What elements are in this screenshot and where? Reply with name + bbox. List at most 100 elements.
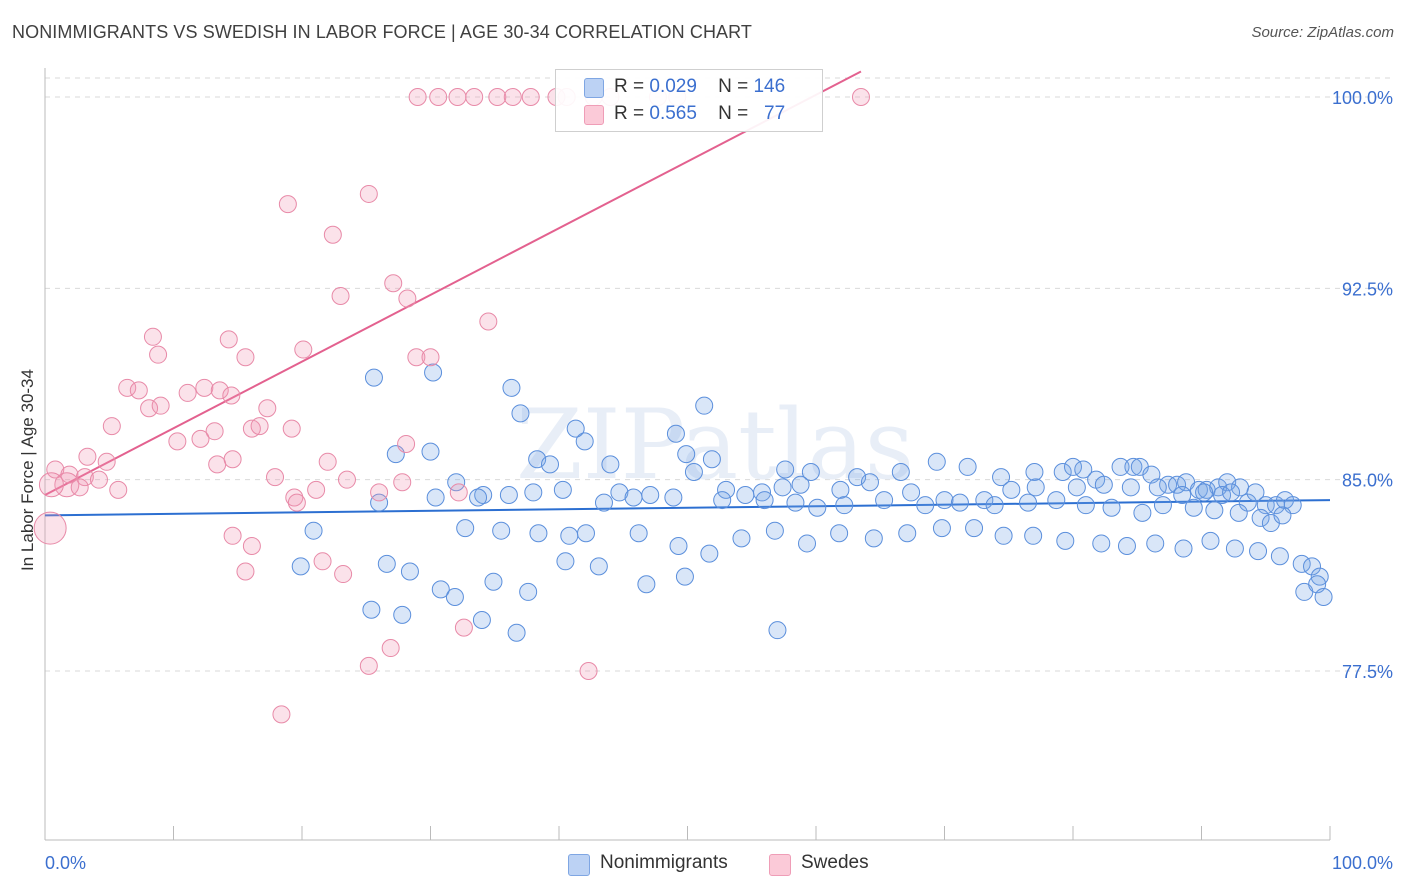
point-nonimmigrants xyxy=(511,404,530,423)
point-nonimmigrants xyxy=(736,485,755,504)
point-swedes xyxy=(38,472,64,498)
point-nonimmigrants xyxy=(994,526,1013,545)
point-nonimmigrants xyxy=(370,493,389,512)
point-swedes xyxy=(454,618,473,637)
point-nonimmigrants xyxy=(566,419,585,438)
point-nonimmigrants xyxy=(1002,480,1021,499)
chart-title: NONIMMIGRANTS VS SWEDISH IN LABOR FORCE … xyxy=(12,22,753,42)
point-nonimmigrants xyxy=(1067,478,1086,497)
point-nonimmigrants xyxy=(875,491,894,510)
point-nonimmigrants xyxy=(472,610,491,629)
point-swedes xyxy=(210,381,229,400)
axes xyxy=(44,68,1331,841)
point-swedes xyxy=(488,88,507,106)
point-nonimmigrants xyxy=(553,480,572,499)
point-nonimmigrants xyxy=(798,534,817,553)
point-nonimmigrants xyxy=(916,496,935,515)
point-nonimmigrants xyxy=(393,605,412,624)
point-nonimmigrants xyxy=(1251,508,1270,527)
point-swedes xyxy=(421,348,440,367)
point-nonimmigrants xyxy=(519,582,538,601)
point-nonimmigrants xyxy=(831,480,850,499)
point-nonimmigrants xyxy=(992,468,1011,487)
point-swedes xyxy=(294,340,313,359)
point-nonimmigrants xyxy=(304,521,323,540)
point-nonimmigrants xyxy=(1117,536,1136,555)
point-nonimmigrants xyxy=(732,529,751,548)
point-swedes xyxy=(307,480,326,499)
point-swedes xyxy=(359,656,378,675)
point-swedes xyxy=(223,450,242,469)
bottom-legend-swatch-nonimmigrants xyxy=(568,854,590,876)
point-nonimmigrants xyxy=(791,475,810,494)
point-nonimmigrants xyxy=(529,524,548,543)
point-swedes xyxy=(149,345,168,364)
point-swedes xyxy=(359,184,378,203)
point-nonimmigrants xyxy=(1314,588,1333,607)
y-tick-label: 92.5% xyxy=(1342,279,1393,299)
legend-r-label: R = xyxy=(614,103,645,124)
bottom-legend-label: Nonimmigrants xyxy=(600,852,728,873)
point-nonimmigrants xyxy=(1225,539,1244,558)
point-nonimmigrants xyxy=(492,521,511,540)
point-nonimmigrants xyxy=(927,452,946,471)
point-swedes xyxy=(285,488,304,507)
point-swedes xyxy=(258,399,277,418)
point-swedes xyxy=(398,289,417,308)
legend-swatch-swedes xyxy=(584,105,604,125)
point-nonimmigrants xyxy=(629,524,648,543)
point-swedes xyxy=(195,378,214,397)
point-nonimmigrants xyxy=(1056,531,1075,550)
point-nonimmigrants xyxy=(958,457,977,476)
point-nonimmigrants xyxy=(765,521,784,540)
point-nonimmigrants xyxy=(637,575,656,594)
point-swedes xyxy=(33,511,67,545)
point-swedes xyxy=(851,88,870,106)
point-nonimmigrants xyxy=(860,473,879,492)
point-swedes xyxy=(140,399,159,418)
point-nonimmigrants xyxy=(713,491,732,510)
point-nonimmigrants xyxy=(1148,478,1167,497)
point-swedes xyxy=(503,88,522,106)
point-swedes xyxy=(282,419,301,438)
point-nonimmigrants xyxy=(507,623,526,642)
point-nonimmigrants xyxy=(575,432,594,451)
point-nonimmigrants xyxy=(669,536,688,555)
point-swedes xyxy=(109,480,128,499)
point-nonimmigrants xyxy=(1053,463,1072,482)
point-swedes xyxy=(397,434,416,453)
point-nonimmigrants xyxy=(610,483,629,502)
point-swedes xyxy=(448,88,467,106)
point-nonimmigrants xyxy=(808,498,827,517)
point-nonimmigrants xyxy=(801,463,820,482)
point-nonimmigrants xyxy=(469,488,488,507)
legend-n-value: 146 xyxy=(753,76,786,97)
point-swedes xyxy=(143,327,162,346)
point-nonimmigrants xyxy=(1076,496,1095,515)
point-swedes xyxy=(102,417,121,436)
point-swedes xyxy=(151,396,170,415)
point-swedes xyxy=(381,639,400,658)
point-swedes xyxy=(449,483,468,502)
point-swedes xyxy=(521,88,540,106)
point-nonimmigrants xyxy=(1074,460,1093,479)
point-nonimmigrants xyxy=(560,526,579,545)
grid-lines xyxy=(45,77,1395,672)
point-nonimmigrants xyxy=(641,485,660,504)
source-label: Source: ZipAtlas.com xyxy=(1251,24,1394,41)
point-nonimmigrants xyxy=(1173,485,1192,504)
point-nonimmigrants xyxy=(935,491,954,510)
bottom-legend-swatch-swedes xyxy=(769,854,791,876)
point-swedes xyxy=(407,348,426,367)
series-nonimmigrants xyxy=(291,363,1333,642)
trend-line-swedes xyxy=(44,70,862,496)
point-nonimmigrants xyxy=(499,485,518,504)
point-nonimmigrants xyxy=(786,493,805,512)
point-nonimmigrants xyxy=(950,493,969,512)
point-nonimmigrants xyxy=(830,524,849,543)
point-swedes xyxy=(223,526,242,545)
point-swedes xyxy=(168,432,187,451)
trend-line-nonimmigrants xyxy=(44,499,1331,517)
point-swedes xyxy=(236,348,255,367)
point-nonimmigrants xyxy=(1189,480,1208,499)
